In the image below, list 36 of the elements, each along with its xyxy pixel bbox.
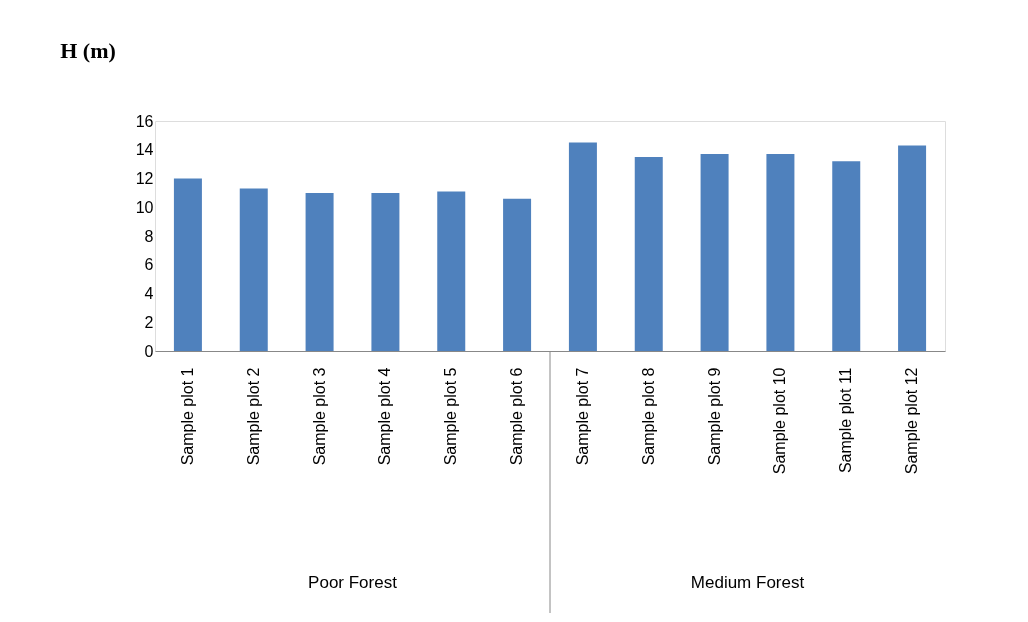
x-tick-label: Sample plot 2 bbox=[244, 367, 262, 466]
x-tick-label: Sample plot 3 bbox=[310, 367, 328, 466]
text: Poor Forest bbox=[308, 573, 398, 592]
y-tick-label: 4 bbox=[144, 285, 154, 302]
x-tick-label: Sample plot 11 bbox=[837, 367, 855, 474]
bar bbox=[305, 192, 334, 351]
x-tick-label: Sample plot 4 bbox=[376, 367, 394, 466]
x-tick-label: Sample plot 12 bbox=[903, 367, 921, 475]
chart-title: H (m) bbox=[60, 38, 116, 63]
bar bbox=[766, 154, 795, 351]
bar bbox=[173, 178, 202, 351]
bar bbox=[503, 198, 532, 351]
bar bbox=[832, 161, 861, 351]
bar bbox=[898, 145, 927, 351]
x-tick-label: Sample plot 8 bbox=[639, 367, 657, 466]
bar bbox=[700, 154, 729, 351]
y-tick-label: 14 bbox=[135, 141, 154, 159]
bar bbox=[371, 192, 400, 351]
bar bbox=[568, 142, 597, 351]
y-tick-label: 12 bbox=[135, 170, 154, 187]
y-tick-label: 6 bbox=[144, 256, 154, 274]
y-tick-label: 8 bbox=[144, 227, 154, 245]
bar bbox=[437, 191, 466, 351]
text: Medium Forest bbox=[690, 573, 805, 592]
x-tick-label: Sample plot 6 bbox=[508, 367, 526, 466]
bar bbox=[239, 188, 268, 351]
y-tick-label: 10 bbox=[135, 198, 154, 216]
y-tick-label: 16 bbox=[135, 112, 154, 130]
y-tick-label: 2 bbox=[144, 313, 154, 331]
x-tick-label: Sample plot 10 bbox=[771, 367, 789, 475]
x-tick-label: Sample plot 9 bbox=[705, 367, 723, 466]
y-tick-label: 0 bbox=[144, 342, 154, 360]
x-tick-label: Sample plot 1 bbox=[178, 367, 196, 466]
x-tick-label: Sample plot 5 bbox=[442, 367, 460, 466]
bar bbox=[634, 156, 663, 351]
x-tick-label: Sample plot 7 bbox=[573, 367, 591, 466]
